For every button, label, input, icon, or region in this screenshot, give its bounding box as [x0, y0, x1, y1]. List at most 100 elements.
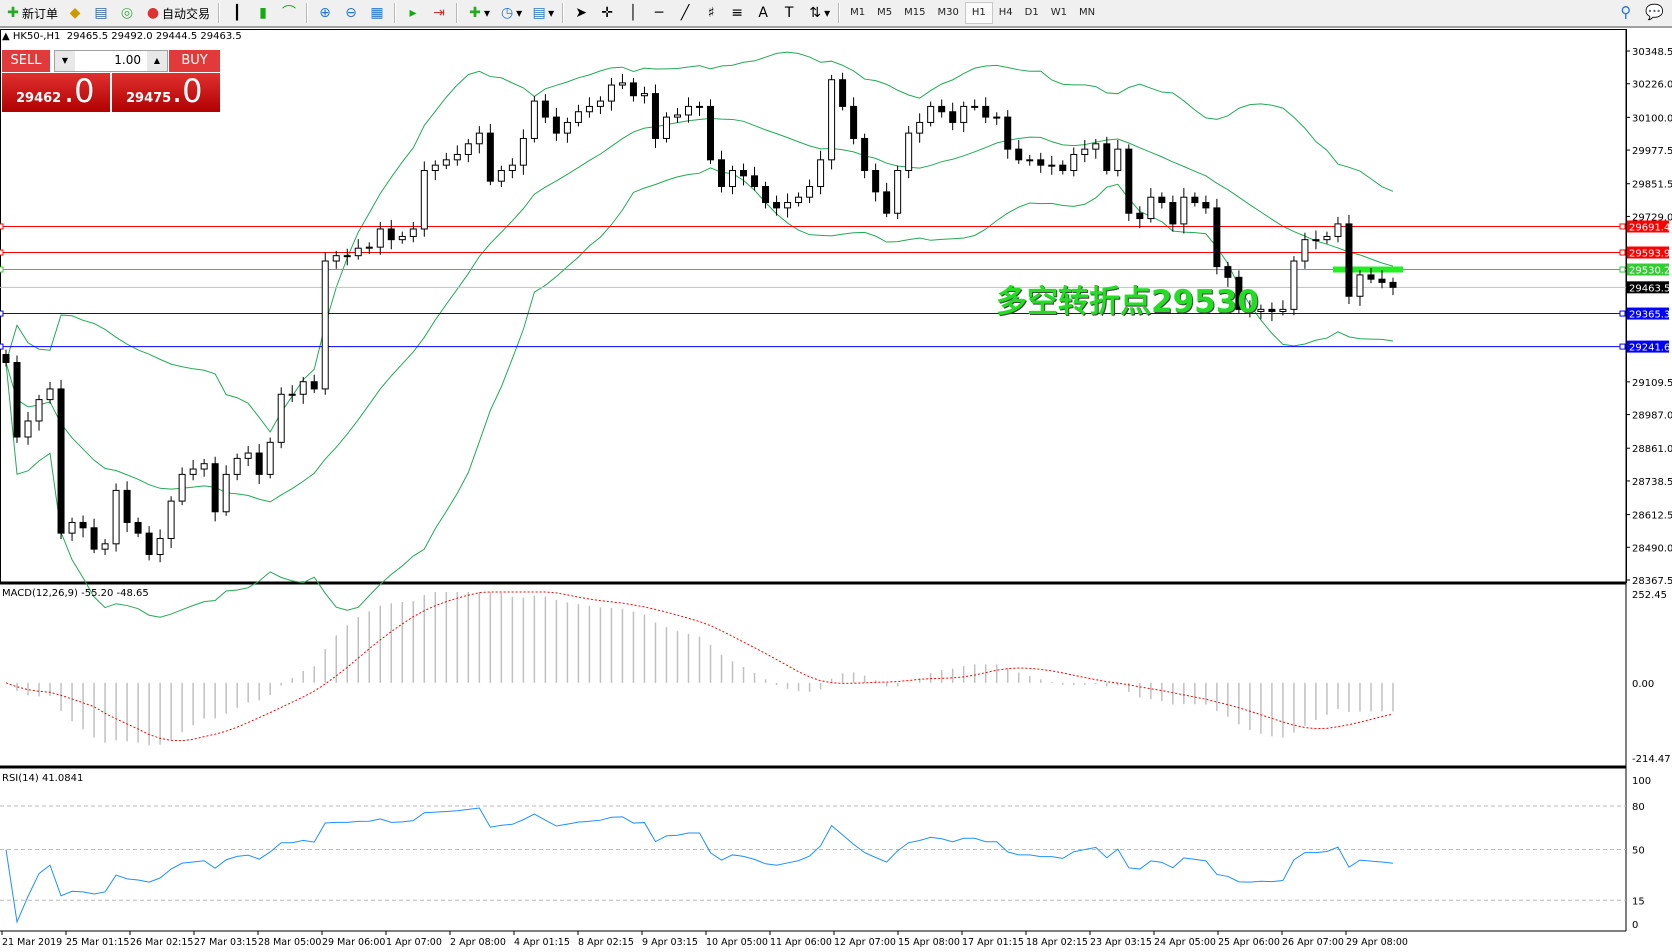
candle-body	[916, 121, 924, 134]
timeframe-d1[interactable]: D1	[1024, 7, 1039, 18]
candle-body	[607, 84, 615, 102]
price-level-tag	[1627, 307, 1669, 320]
timeframe-h1[interactable]: H1	[964, 2, 993, 24]
text-label-button[interactable]: T	[776, 2, 802, 24]
candle	[1345, 214, 1353, 305]
new-order-icon: ✚	[7, 5, 19, 21]
history-button[interactable]: ◆	[62, 2, 88, 24]
timeframe-m30[interactable]: M30	[937, 7, 959, 18]
signals-button[interactable]: ◎	[114, 2, 140, 24]
price-level-label: 29463.5	[1629, 283, 1670, 294]
candle-body	[1125, 148, 1133, 214]
candle	[1136, 206, 1144, 229]
candle-body	[1367, 274, 1375, 280]
collapse-arrow-icon[interactable]: ▲	[2, 31, 10, 42]
price-tick-label: 30100.0	[1632, 113, 1672, 124]
candle	[696, 101, 703, 117]
candle-body	[1136, 212, 1144, 220]
lot-decrease-button[interactable]: ▼	[55, 51, 75, 71]
lot-size-stepper[interactable]: ▼ 1.00 ▲	[54, 50, 168, 72]
buy-price[interactable]: 29475 .0	[112, 72, 220, 112]
new-order-button[interactable]: ✚ 新订单	[0, 2, 62, 24]
candle-body	[420, 169, 428, 230]
candle-body	[35, 399, 43, 422]
candle	[431, 160, 439, 181]
candle	[530, 96, 538, 143]
lot-size-input[interactable]: 1.00	[114, 53, 141, 67]
candle-body	[718, 159, 726, 188]
arrows-button[interactable]: ⇅ ▾	[802, 2, 834, 24]
candle-body	[13, 361, 21, 438]
candle	[1279, 300, 1287, 316]
zoom-out-button[interactable]: ⊖	[338, 2, 364, 24]
candle-body	[464, 143, 472, 155]
indicators-button[interactable]: ✚ ▾	[462, 2, 494, 24]
candle	[332, 250, 340, 269]
auto-trading-icon: ●	[146, 5, 160, 21]
search-icon[interactable]: ⚲	[1620, 3, 1632, 21]
trendline-button[interactable]: ╱	[672, 2, 698, 24]
candlestick-button[interactable]: ▮	[250, 2, 276, 24]
symbol-info: ▲ HK50-,H1 29465.5 29492.0 29444.5 29463…	[2, 31, 242, 42]
price-tick-label: 28987.0	[1632, 411, 1672, 422]
candle	[1070, 147, 1078, 177]
candle-body	[189, 468, 197, 475]
chat-icon[interactable]: 💬	[1645, 3, 1664, 21]
history-icon: ◆	[69, 5, 81, 21]
time-label: 26 Mar 02:15	[130, 937, 193, 948]
chart-shift-button[interactable]: ▸	[400, 2, 426, 24]
time-label: 11 Apr 06:00	[770, 937, 832, 948]
bar-chart-icon: ┃	[232, 5, 242, 21]
candle-body	[255, 452, 263, 475]
candle-body	[134, 521, 142, 534]
tile-windows-button[interactable]: ▦	[364, 2, 390, 24]
line-chart-button[interactable]: ⌒	[276, 2, 302, 24]
candle-body	[773, 202, 781, 209]
autoscroll-button[interactable]: ⇥	[426, 2, 452, 24]
time-label: 25 Mar 01:15	[66, 937, 129, 948]
horizontal-line-button[interactable]: ─	[646, 2, 672, 24]
candle-body	[68, 521, 76, 534]
timeframe-h4[interactable]: H4	[998, 7, 1013, 18]
candle-body	[938, 105, 946, 113]
candle-body	[828, 79, 836, 161]
time-label: 24 Apr 05:00	[1154, 937, 1216, 948]
candle-body	[1279, 308, 1287, 312]
rsi-tick-label: 0	[1632, 920, 1638, 931]
candle-body	[310, 381, 318, 390]
buy-button[interactable]: BUY	[169, 50, 220, 72]
pivot-annotation[interactable]: 多空转折点29530	[996, 284, 1259, 320]
timeframe-mn[interactable]: MN	[1078, 7, 1096, 18]
chart-area[interactable]: 30348.5 30226.0 30100.0 29977.5 29851.5 29729…	[0, 28, 1672, 952]
templates-button[interactable]: ▤ ▾	[526, 2, 558, 24]
level-handle	[1619, 223, 1626, 230]
candle-body	[1345, 223, 1353, 297]
fibonacci-button[interactable]: ≡	[724, 2, 750, 24]
cursor-button[interactable]: ➤	[568, 2, 594, 24]
candle	[90, 518, 98, 554]
candle-body	[519, 137, 527, 166]
vertical-line-button[interactable]: │	[620, 2, 646, 24]
vertical-line-icon: │	[628, 5, 638, 21]
sell-button[interactable]: SELL	[2, 50, 50, 72]
zoom-in-button[interactable]: ⊕	[312, 2, 338, 24]
timeframe-m5[interactable]: M5	[877, 7, 893, 18]
candle	[123, 481, 131, 533]
timeframe-m15[interactable]: M15	[904, 7, 926, 18]
text-button[interactable]: A	[750, 2, 776, 24]
market-watch-button[interactable]: ▤	[88, 2, 114, 24]
timeframe-w1[interactable]: W1	[1050, 7, 1067, 18]
periods-button[interactable]: ◷ ▾	[494, 2, 526, 24]
candle	[1389, 277, 1397, 296]
candle	[773, 195, 781, 216]
level-handle	[1619, 266, 1626, 273]
lot-increase-button[interactable]: ▲	[147, 51, 167, 71]
candle-body	[1268, 308, 1276, 312]
sell-price[interactable]: 29462 .0	[2, 72, 110, 112]
auto-trading-button[interactable]: ● 自动交易	[140, 2, 214, 24]
crosshair-button[interactable]: ✛	[594, 2, 620, 24]
bar-chart-button[interactable]: ┃	[224, 2, 250, 24]
candle-body	[993, 116, 1001, 119]
timeframe-m1[interactable]: M1	[850, 7, 866, 18]
equidistant-channel-button[interactable]: ♯	[698, 2, 724, 24]
